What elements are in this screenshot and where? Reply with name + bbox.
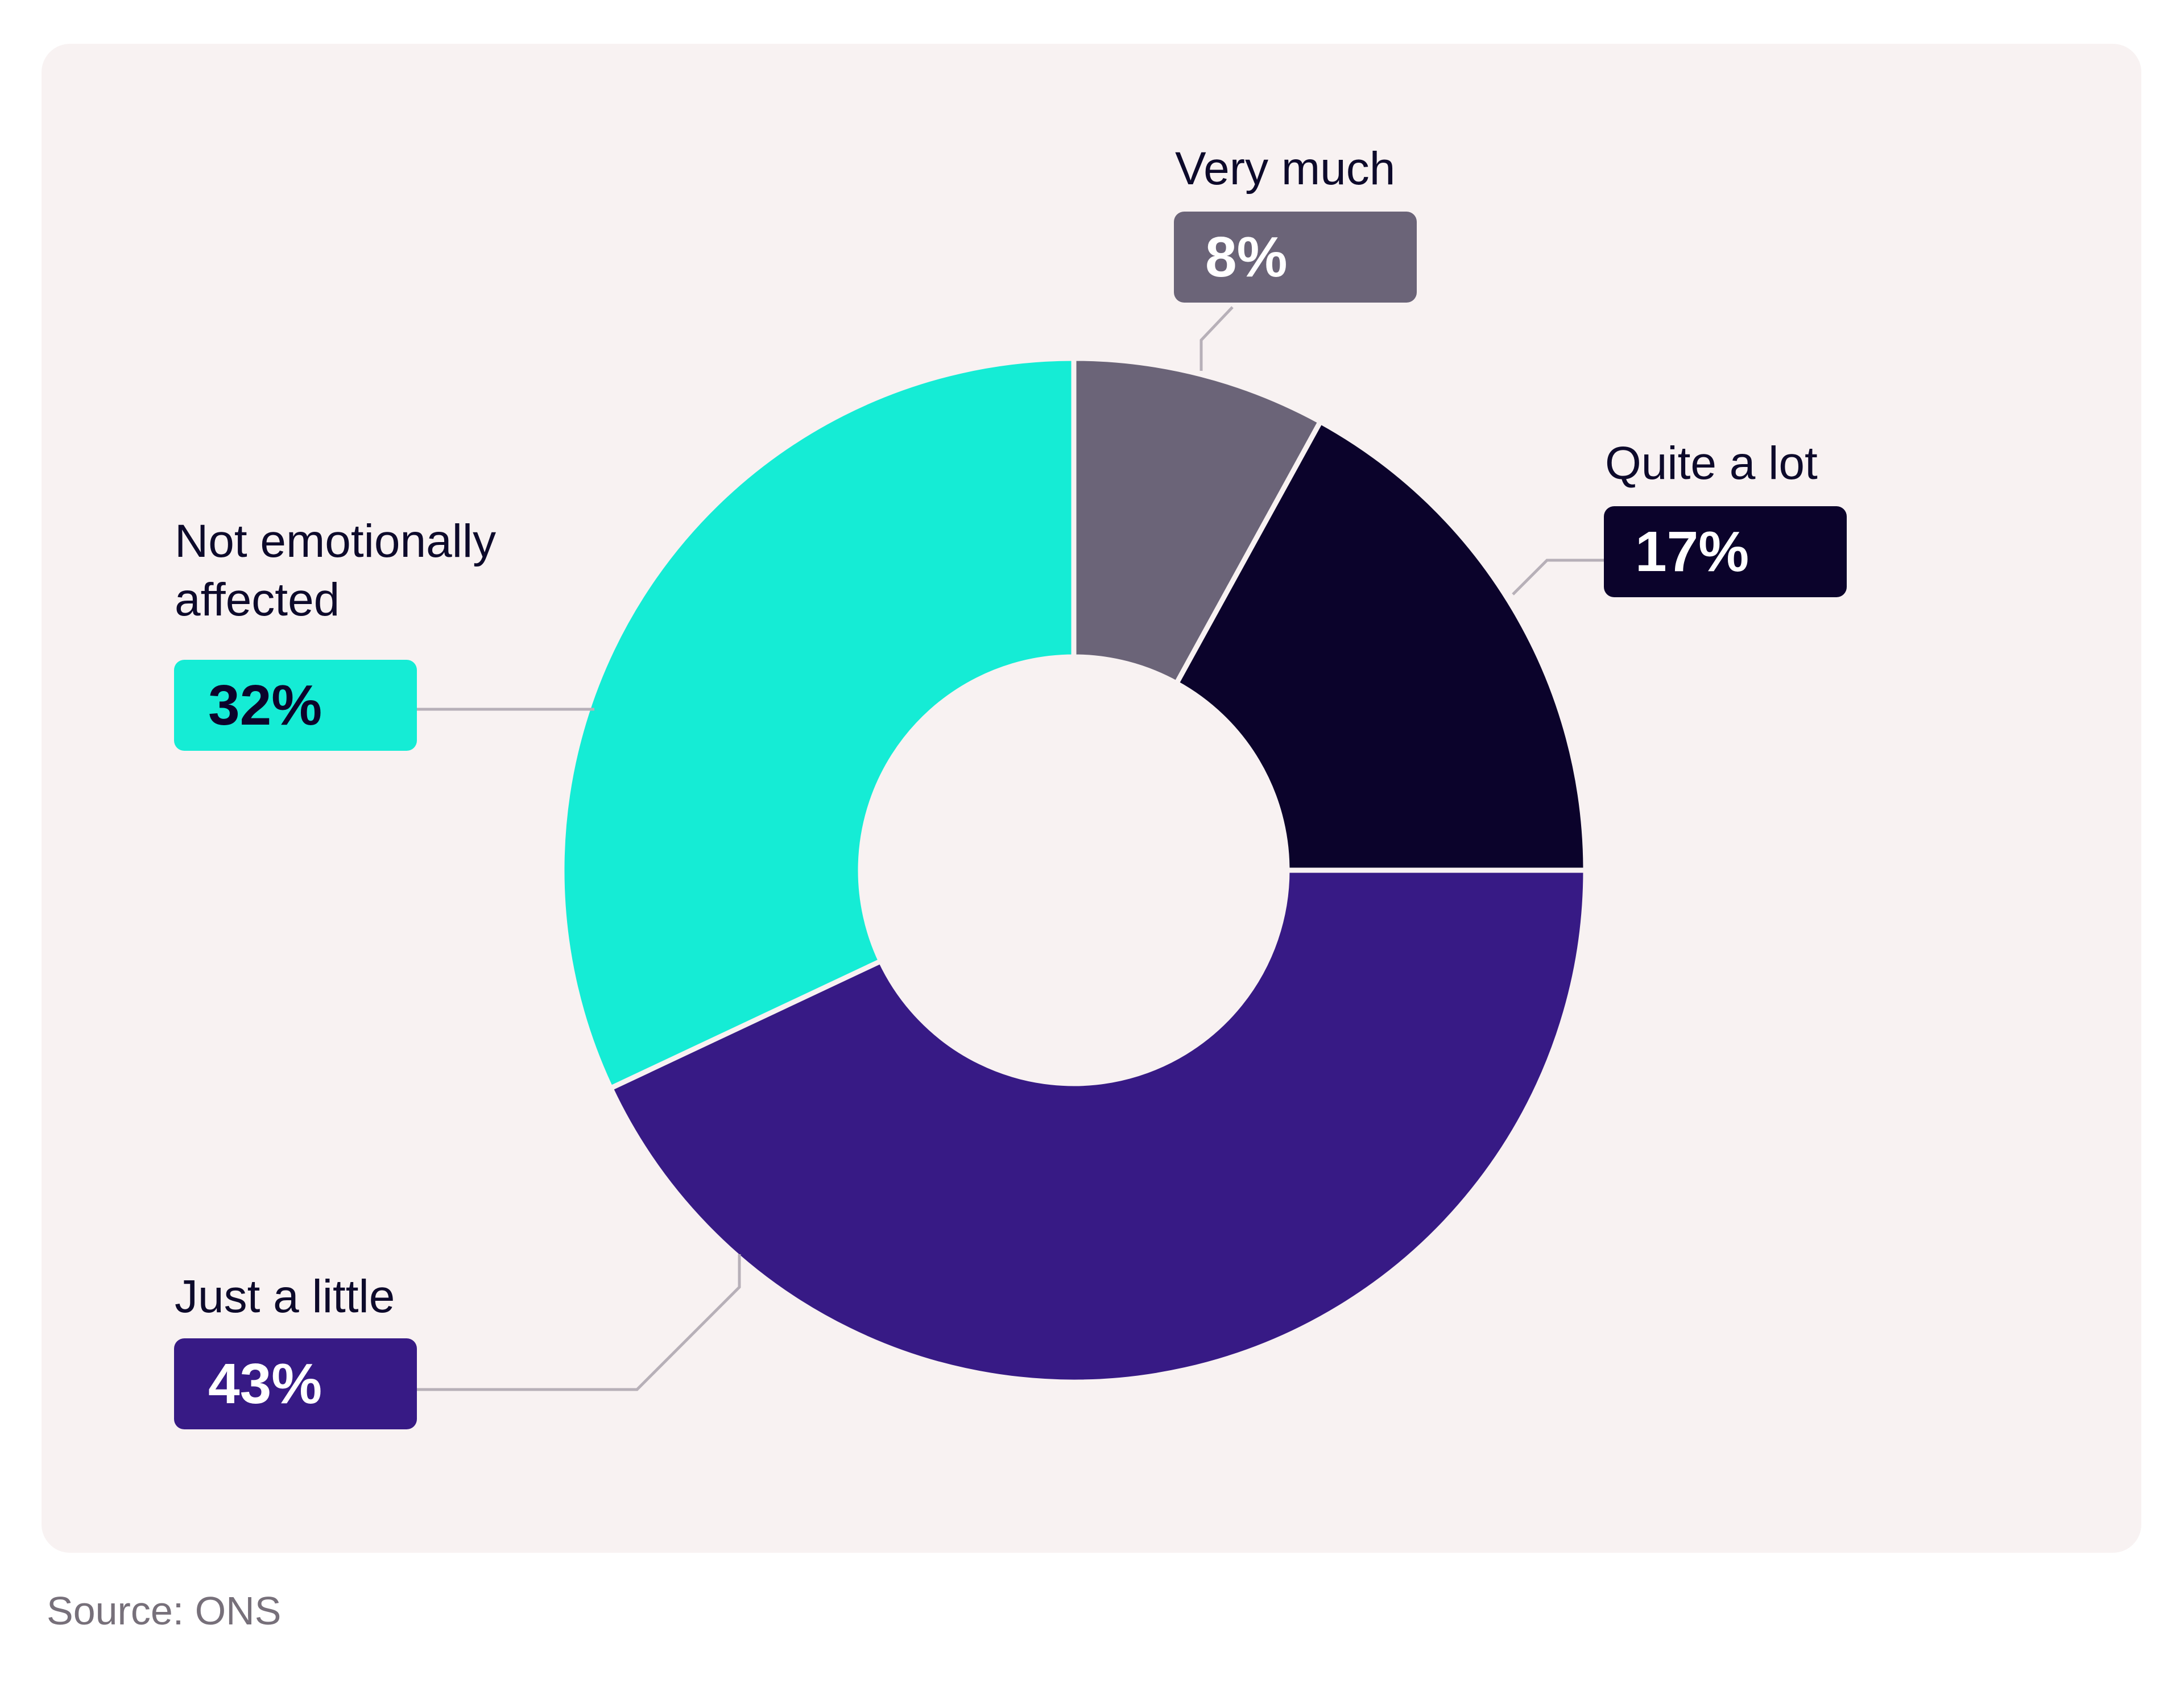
- slice-just-a-little: [608, 867, 1589, 1385]
- label-not-emotionally-affected: Not emotionally affected: [175, 515, 497, 626]
- badge-not-emotionally-affected: 32%: [174, 660, 417, 751]
- leader-quite-a-lot: [1512, 559, 1604, 596]
- slice-not-emotionally-affected: [559, 355, 1077, 1091]
- label-just-a-little: Just a little: [175, 1271, 395, 1322]
- leader-very-much: [1199, 306, 1234, 371]
- slice-very-much: [1071, 355, 1323, 686]
- badge-just-a-little: 43%: [174, 1338, 417, 1429]
- label-very-much: Very much: [1175, 143, 1396, 195]
- badge-quite-a-lot: 17%: [1604, 506, 1847, 597]
- badge-very-much: 8%: [1174, 212, 1417, 303]
- label-quite-a-lot: Quite a lot: [1605, 437, 1818, 489]
- leader-just-a-little: [417, 1254, 741, 1391]
- slice-quite-a-lot: [1174, 419, 1589, 873]
- source-note: Source: ONS: [47, 1589, 282, 1633]
